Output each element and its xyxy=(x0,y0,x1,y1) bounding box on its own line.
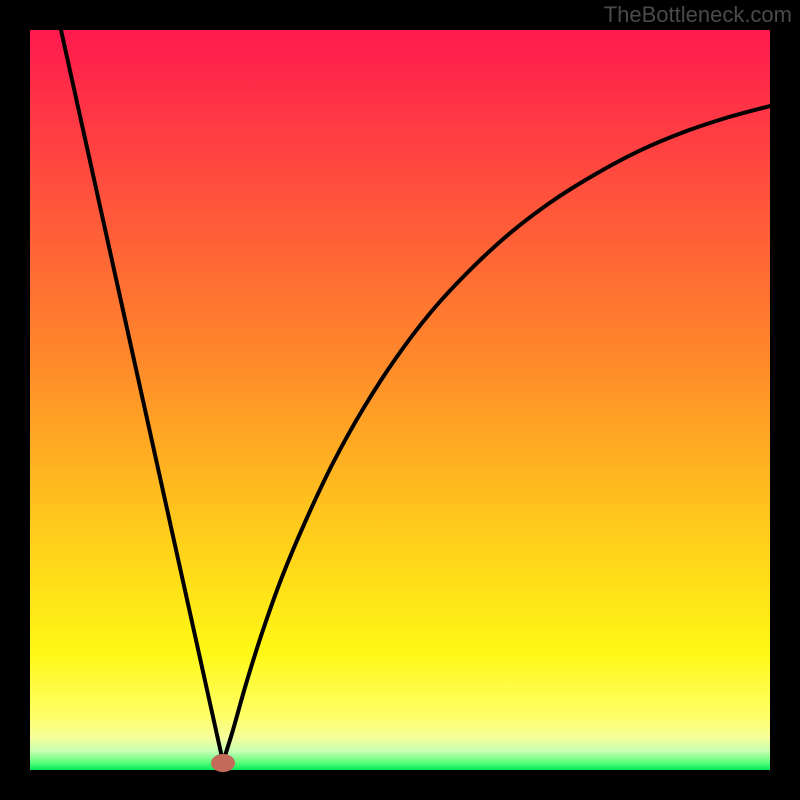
plot-area xyxy=(30,30,770,770)
bottleneck-curve xyxy=(30,30,770,770)
chart-container: TheBottleneck.com xyxy=(0,0,800,800)
curve-path xyxy=(61,30,770,762)
optimum-marker xyxy=(211,754,235,772)
watermark-label: TheBottleneck.com xyxy=(604,2,792,28)
